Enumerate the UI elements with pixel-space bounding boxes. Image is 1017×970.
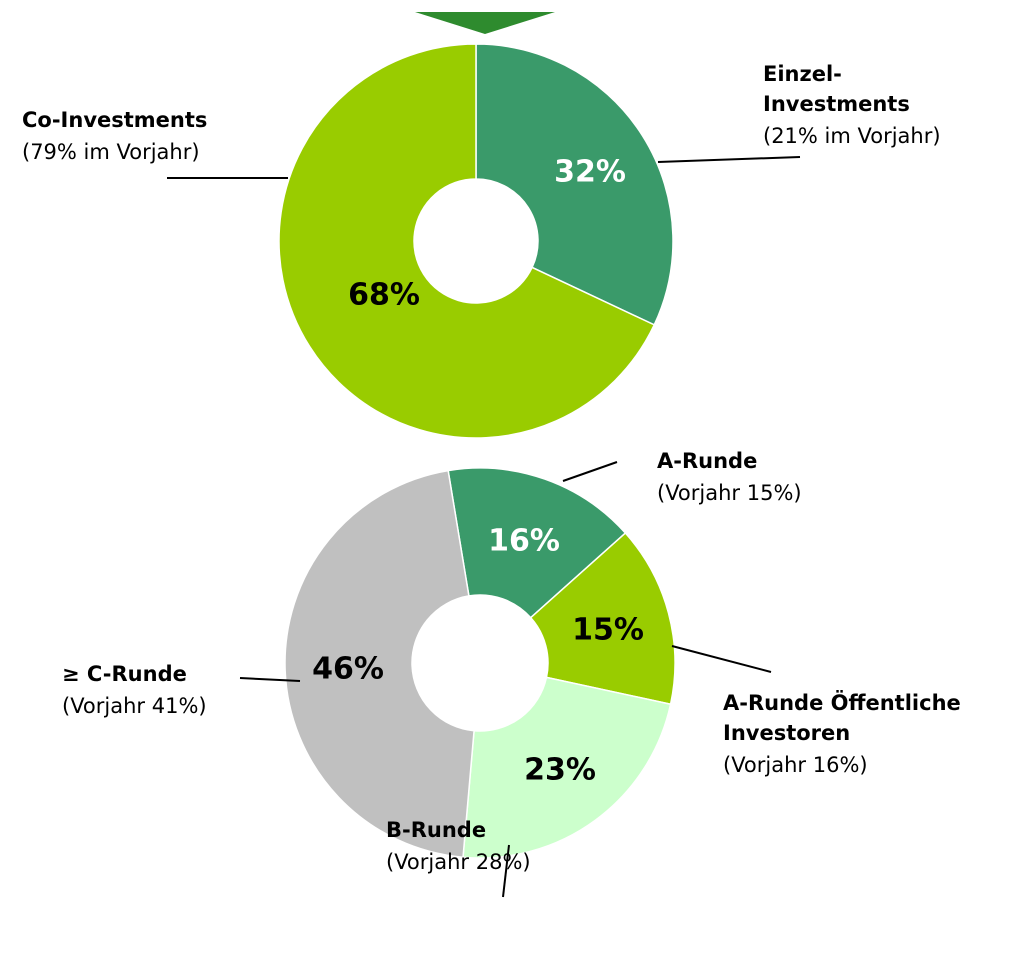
donut-segment bbox=[475, 43, 674, 326]
segment-name: Investments bbox=[763, 92, 910, 116]
segment-name: Einzel- bbox=[763, 62, 842, 86]
value-label: 15% bbox=[572, 613, 644, 648]
donut-segment bbox=[462, 676, 672, 859]
segment-name: A-Runde bbox=[657, 449, 757, 473]
segment-note: (21% im Vorjahr) bbox=[763, 124, 941, 148]
segment-name: Investoren bbox=[723, 721, 850, 745]
value-label: 16% bbox=[488, 524, 560, 559]
value-label: 23% bbox=[524, 753, 596, 788]
donut-segment bbox=[284, 469, 475, 859]
segment-note: (Vorjahr 16%) bbox=[723, 753, 868, 777]
leader-line bbox=[671, 645, 772, 673]
segment-note: (Vorjahr 15%) bbox=[657, 481, 802, 505]
segment-name: ≥ C-Runde bbox=[62, 662, 187, 686]
donut-segment bbox=[529, 531, 676, 706]
value-label: 46% bbox=[312, 652, 384, 687]
segment-name: Co-Investments bbox=[22, 108, 207, 132]
segment-name: A-Runde Öffentliche bbox=[723, 690, 961, 715]
leader-line bbox=[502, 844, 510, 898]
segment-note: (79% im Vorjahr) bbox=[22, 140, 200, 164]
leader-line bbox=[239, 677, 301, 682]
donut-segment bbox=[447, 467, 627, 619]
value-label: 32% bbox=[554, 155, 626, 190]
leader-line bbox=[657, 156, 801, 163]
value-label: 68% bbox=[348, 278, 420, 313]
donut-segment bbox=[278, 43, 656, 439]
arrow bbox=[415, 12, 555, 34]
segment-name: B-Runde bbox=[386, 818, 486, 842]
leader-line bbox=[562, 461, 618, 482]
segment-note: (Vorjahr 41%) bbox=[62, 694, 207, 718]
